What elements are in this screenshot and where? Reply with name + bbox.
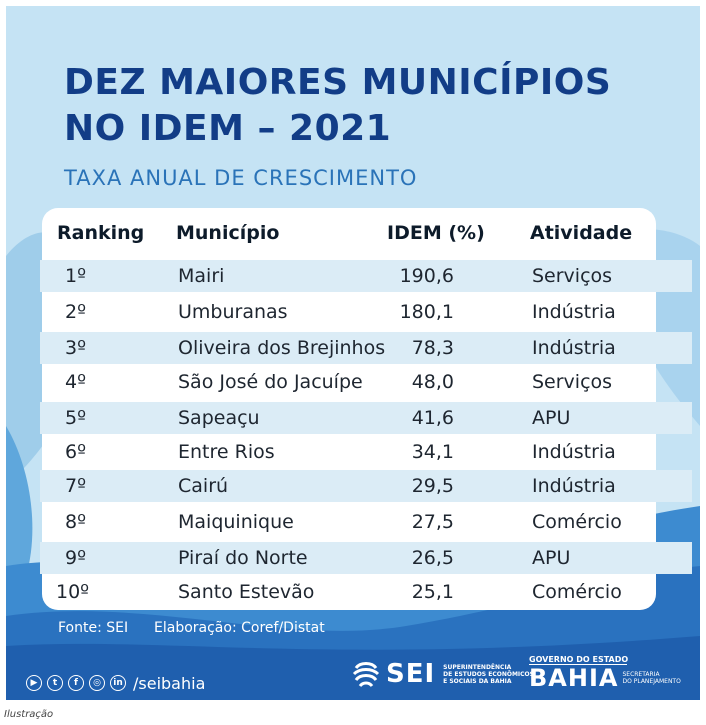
row-atividade: Indústria bbox=[532, 337, 616, 359]
row-atividade: Indústria bbox=[532, 301, 616, 323]
source-note: Fonte: SEI bbox=[58, 620, 129, 636]
row-idem: 27,5 bbox=[411, 511, 454, 533]
row-idem: 190,6 bbox=[399, 265, 454, 287]
ranking-table: Ranking Município IDEM (%) Atividade 1º … bbox=[40, 208, 692, 610]
title-line-1: DEZ MAIORES MUNICÍPIOS bbox=[64, 62, 612, 103]
table-row: 4º São José do Jacuípe 48,0 Serviços bbox=[42, 366, 656, 398]
row-atividade: Indústria bbox=[532, 475, 616, 497]
table-row: 3º Oliveira dos Brejinhos 78,3 Indústria bbox=[40, 332, 692, 364]
row-municipio: São José do Jacuípe bbox=[178, 371, 363, 393]
row-rank: 1º bbox=[65, 265, 87, 287]
social-links: ▶ t f ◎ in /seibahia bbox=[26, 673, 206, 693]
table-header: Ranking Município IDEM (%) Atividade bbox=[42, 222, 656, 248]
row-atividade: Comércio bbox=[532, 511, 622, 533]
sei-name: SEI bbox=[386, 659, 436, 689]
linkedin-icon[interactable]: in bbox=[110, 675, 126, 691]
row-rank: 6º bbox=[65, 441, 87, 463]
secretaria-label: SECRETARIA DO PLANEJAMENTO bbox=[622, 671, 680, 685]
sei-description: SUPERINTENDÊNCIA DE ESTUDOS ECONÔMICOS E… bbox=[443, 664, 534, 685]
row-idem: 25,1 bbox=[411, 581, 454, 603]
header-atividade: Atividade bbox=[530, 222, 633, 244]
row-idem: 78,3 bbox=[411, 337, 454, 359]
row-municipio: Sapeaçu bbox=[178, 407, 260, 429]
secretaria-line: SECRETARIA bbox=[622, 671, 660, 678]
row-idem: 48,0 bbox=[411, 371, 454, 393]
bahia-government-logo: GOVERNO DO ESTADO BAHIA SECRETARIA DO PL… bbox=[529, 655, 681, 691]
table-row: 2º Umburanas 180,1 Indústria bbox=[42, 296, 656, 328]
row-municipio: Oliveira dos Brejinhos bbox=[178, 337, 386, 359]
row-atividade: APU bbox=[532, 547, 571, 569]
row-atividade: Serviços bbox=[532, 265, 613, 287]
row-municipio: Maiquinique bbox=[178, 511, 294, 533]
header-ranking: Ranking bbox=[57, 222, 145, 244]
social-handle[interactable]: /seibahia bbox=[133, 673, 206, 693]
row-rank: 5º bbox=[65, 407, 87, 429]
header-idem: IDEM (%) bbox=[387, 222, 485, 244]
table-row: 10º Santo Estevão 25,1 Comércio bbox=[42, 576, 656, 608]
header-municipio: Município bbox=[176, 222, 280, 244]
row-atividade: APU bbox=[532, 407, 571, 429]
table-row: 5º Sapeaçu 41,6 APU bbox=[40, 402, 692, 434]
row-idem: 180,1 bbox=[399, 301, 454, 323]
secretaria-line: DO PLANEJAMENTO bbox=[622, 678, 681, 685]
table-row: 9º Piraí do Norte 26,5 APU bbox=[40, 542, 692, 574]
sei-desc-line: E SOCIAIS DA BAHIA bbox=[443, 677, 512, 685]
row-idem: 41,6 bbox=[411, 407, 454, 429]
row-rank: 3º bbox=[65, 337, 87, 359]
table-row: 8º Maiquinique 27,5 Comércio bbox=[42, 506, 656, 538]
youtube-icon[interactable]: ▶ bbox=[26, 675, 42, 691]
row-municipio: Santo Estevão bbox=[178, 581, 315, 603]
row-municipio: Cairú bbox=[178, 475, 229, 497]
bahia-row: BAHIA SECRETARIA DO PLANEJAMENTO bbox=[529, 665, 681, 691]
sei-desc-line: SUPERINTENDÊNCIA bbox=[443, 663, 512, 671]
row-idem: 29,5 bbox=[411, 475, 454, 497]
row-municipio: Mairi bbox=[178, 265, 225, 287]
page-subtitle: TAXA ANUAL DE CRESCIMENTO bbox=[64, 166, 418, 190]
facebook-icon[interactable]: f bbox=[68, 675, 84, 691]
row-municipio: Piraí do Norte bbox=[178, 547, 308, 569]
row-municipio: Entre Rios bbox=[178, 441, 275, 463]
row-idem: 34,1 bbox=[411, 441, 454, 463]
infographic-poster: DEZ MAIORES MUNICÍPIOS NO IDEM – 2021 TA… bbox=[6, 6, 700, 700]
row-rank: 7º bbox=[65, 475, 87, 497]
row-rank: 2º bbox=[65, 301, 87, 323]
image-caption: Ilustração bbox=[4, 709, 54, 720]
bahia-word: BAHIA bbox=[529, 664, 619, 692]
row-idem: 26,5 bbox=[411, 547, 454, 569]
sei-logo: SEI SUPERINTENDÊNCIA DE ESTUDOS ECONÔMIC… bbox=[350, 656, 534, 692]
title-line-2: NO IDEM – 2021 bbox=[64, 108, 392, 149]
row-rank: 4º bbox=[65, 371, 87, 393]
elaboration-note: Elaboração: Coref/Distat bbox=[154, 620, 325, 636]
row-rank: 10º bbox=[56, 581, 90, 603]
page-title: DEZ MAIORES MUNICÍPIOS NO IDEM – 2021 bbox=[64, 60, 611, 152]
row-municipio: Umburanas bbox=[178, 301, 288, 323]
row-rank: 8º bbox=[65, 511, 87, 533]
table-row: 6º Entre Rios 34,1 Indústria bbox=[42, 436, 656, 468]
row-atividade: Serviços bbox=[532, 371, 613, 393]
row-rank: 9º bbox=[65, 547, 87, 569]
twitter-icon[interactable]: t bbox=[47, 675, 63, 691]
row-atividade: Indústria bbox=[532, 441, 616, 463]
sei-mark-icon bbox=[352, 662, 380, 688]
instagram-icon[interactable]: ◎ bbox=[89, 675, 105, 691]
table-row: 1º Mairi 190,6 Serviços bbox=[40, 260, 692, 292]
sei-desc-line: DE ESTUDOS ECONÔMICOS bbox=[443, 670, 534, 678]
row-atividade: Comércio bbox=[532, 581, 622, 603]
table-row: 7º Cairú 29,5 Indústria bbox=[40, 470, 692, 502]
gov-line: GOVERNO DO ESTADO bbox=[529, 655, 629, 665]
